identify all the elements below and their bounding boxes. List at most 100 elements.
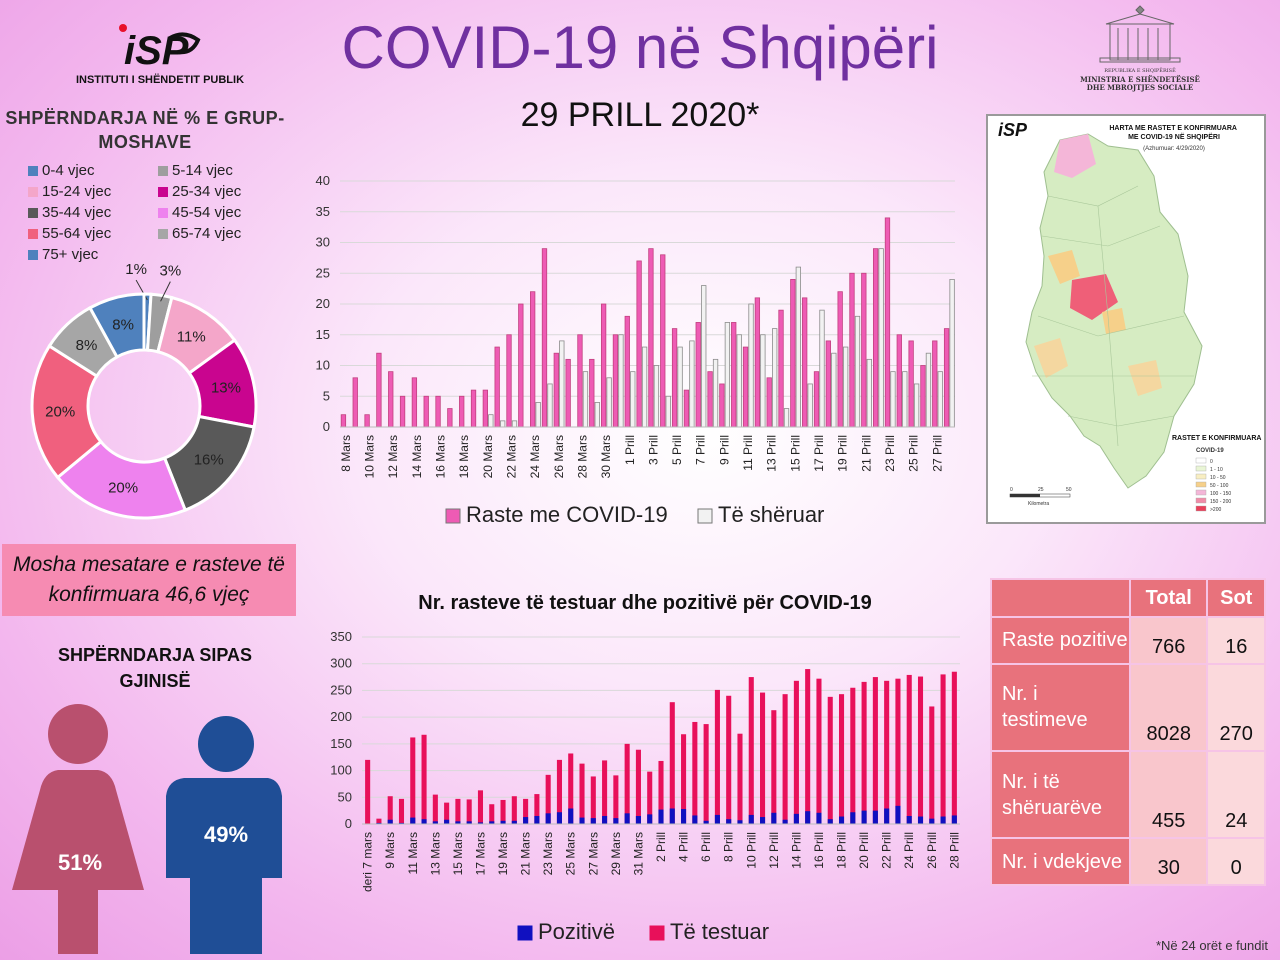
bar-tested [951, 671, 957, 824]
albania-map-panel: iSP HARTA ME RASTET E KONFIRMUARA ME COV… [986, 114, 1266, 524]
bar-recovered [653, 365, 660, 428]
stats-header-total: Total [1128, 578, 1209, 618]
bar-positive [398, 822, 405, 824]
legend-label: 65-74 vjec [172, 225, 242, 242]
map-legend-swatch [1195, 481, 1207, 488]
stats-row-today: 0 [1206, 837, 1266, 886]
bar-tested [624, 743, 630, 824]
y-tick-label: 40 [316, 173, 330, 188]
legend-label: 0-4 vjec [42, 162, 95, 179]
x-tick-label: 20 Prill [857, 832, 871, 869]
bar-tested [398, 798, 405, 824]
bar-positive [850, 812, 856, 824]
gender-section-title: SHPËRNDARJA SIPAS GJINISË [57, 645, 253, 691]
bar-recovered [488, 414, 494, 428]
bar-tested [827, 696, 833, 824]
x-tick-label: 23 Prill [883, 435, 897, 472]
bar-positive [624, 813, 630, 824]
stats-header-empty [990, 578, 1131, 618]
bar-cases [541, 248, 548, 428]
stats-row-today: 270 [1206, 662, 1266, 752]
bar-positive [861, 810, 867, 824]
bar-positive [421, 819, 427, 824]
bar-positive [635, 815, 641, 824]
bar-positive [613, 818, 619, 824]
bar-tested [782, 694, 788, 824]
y-tick-label: 350 [330, 629, 352, 644]
stats-row-label: Nr. i vdekjeve [990, 837, 1131, 886]
bar-tested [602, 760, 608, 824]
bar-cases [612, 334, 619, 428]
bar-cases [624, 315, 630, 428]
x-tick-label: 19 Prill [836, 435, 850, 472]
bar-recovered [618, 334, 624, 428]
bar-positive [590, 818, 596, 824]
stats-row-tests: Nr. i testimeve 8028 270 [990, 662, 1266, 752]
bar-tested [906, 674, 912, 824]
bar-positive [489, 821, 495, 824]
bar-cases [908, 340, 914, 428]
legend-label: Të shëruar [718, 502, 824, 527]
bar-tested [760, 692, 766, 824]
map-legend-swatch [1195, 505, 1207, 512]
donut-label: 20% [108, 479, 138, 496]
bar-cases [719, 383, 725, 428]
legend-swatch [158, 208, 168, 219]
bar-cases [518, 303, 524, 428]
bar-tested [477, 790, 484, 824]
bar-tested [940, 674, 946, 824]
bar-tested [500, 799, 506, 824]
bar-cases [790, 279, 796, 428]
bar-cases [671, 328, 678, 428]
bar-tested [579, 763, 585, 824]
age-legend-item: 75+ vjec [28, 246, 98, 263]
map-legend-swatch [1195, 473, 1207, 480]
donut-label: 20% [45, 403, 75, 420]
bar-cases [636, 260, 642, 428]
map-legend: 0 1 - 10 10 - 50 50 - 100 100 - 150 150 - 200… [1195, 457, 1231, 513]
age-legend-item: 55-64 vjec [28, 225, 111, 242]
bar-recovered [831, 352, 837, 428]
bar-positive [410, 817, 416, 824]
stats-row-total: 30 [1128, 837, 1209, 886]
svg-text:iSP: iSP [998, 120, 1028, 140]
x-tick-label: 7 Prill [694, 435, 708, 465]
bar-cases [754, 297, 761, 428]
map-legend-sub: COVID-19 [1196, 448, 1224, 454]
bar-cases [399, 395, 406, 428]
bar-tested [376, 818, 382, 824]
x-tick-label: 1 Prill [623, 435, 637, 465]
bar-recovered [854, 315, 861, 428]
y-tick-label: 0 [323, 419, 330, 434]
stats-row-total: 8028 [1128, 662, 1209, 752]
stats-row-recovered: Nr. i të shëruarëve 455 24 [990, 749, 1266, 840]
x-tick-label: deri 7 mars [361, 832, 375, 892]
bar-cases [600, 303, 607, 428]
bar-positive [737, 820, 743, 824]
bar-tested [545, 774, 551, 824]
map-title: HARTA ME RASTET E KONFIRMUARA ME COVID-1… [1109, 125, 1238, 141]
bar-cases [376, 352, 382, 428]
bar-positive [556, 812, 562, 824]
map-legend-label: 50 - 100 [1210, 483, 1229, 489]
page-title: COVID-19 në Shqipëri [341, 14, 939, 81]
bar-tested [714, 689, 720, 824]
bar-cases [553, 352, 559, 428]
donut-label: 3% [159, 263, 181, 280]
x-tick-label: 28 Mars [575, 435, 589, 478]
legend-label: 75+ vjec [42, 246, 99, 263]
bar-positive [884, 808, 890, 824]
stats-row-total: 455 [1128, 749, 1209, 840]
bar-cases [849, 272, 855, 428]
bar-tested [805, 669, 811, 824]
age-legend-item: 45-54 vjec [158, 204, 241, 221]
bar-cases [589, 358, 595, 428]
bar-positive [466, 821, 472, 824]
bar-recovered [795, 266, 801, 428]
bar-cases [695, 322, 701, 428]
x-tick-label: 10 Prill [744, 832, 758, 869]
report-date: 29 PRILL 2020* [520, 96, 760, 134]
bar-tested [884, 680, 890, 824]
bar-cases [707, 371, 713, 428]
x-tick-label: 12 Mars [386, 435, 400, 478]
